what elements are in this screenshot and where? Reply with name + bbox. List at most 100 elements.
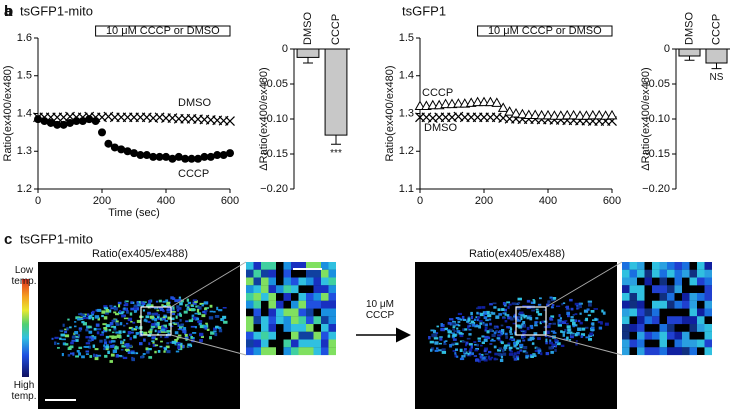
mito-pixel [532, 353, 536, 355]
mito-pixel [579, 312, 582, 315]
mito-pixel [569, 334, 574, 339]
mito-pixel [431, 347, 435, 351]
zoom-line [170, 334, 247, 356]
mito-pixel [81, 355, 85, 359]
image-label: Ratio(ex405/ex488) [469, 248, 565, 260]
y-axis-label: Ratio(ex400/ex480) [384, 65, 396, 161]
zoom-pixel [283, 285, 291, 294]
mito-pixel [574, 333, 578, 337]
mito-pixel [551, 304, 555, 307]
mito-pixel [526, 316, 531, 320]
point [59, 120, 68, 129]
zoom-pixel [321, 262, 329, 270]
mito-pixel [91, 310, 95, 314]
mito-pixel [545, 352, 550, 356]
mito-pixel [129, 337, 132, 341]
mito-pixel [565, 308, 570, 311]
mito-pixel [220, 318, 223, 322]
mito-pixel [124, 343, 129, 347]
mito-pixel [177, 342, 181, 345]
mito-pixel [456, 327, 459, 330]
mito-pixel [124, 301, 127, 304]
mito-pixel [532, 342, 535, 345]
treatment-label: 10 μM [366, 299, 394, 310]
mito-pixel [89, 355, 93, 358]
mito-pixel [491, 338, 494, 341]
mito-pixel [493, 340, 496, 342]
series-label: CCCP [422, 87, 453, 99]
point [593, 109, 605, 120]
mito-pixel [469, 348, 473, 352]
mito-pixel [576, 307, 579, 310]
mito-pixel [105, 347, 109, 351]
mito-pixel [118, 335, 122, 339]
zoom-pixel [704, 347, 712, 356]
zoom-pixel [652, 316, 660, 325]
mito-pixel [165, 299, 169, 303]
mito-pixel [120, 349, 124, 351]
mito-pixel [218, 328, 223, 333]
mito-pixel [51, 337, 54, 340]
zoom-pixel [622, 300, 630, 309]
zoom-pixel [306, 300, 314, 309]
mito-pixel [67, 347, 72, 351]
mito-pixel [165, 327, 168, 329]
mito-pixel [516, 324, 521, 328]
mito-pixel [136, 301, 139, 304]
zoom-pixel [659, 331, 667, 340]
point [206, 152, 215, 161]
zoom-pixel [629, 339, 637, 348]
mito-pixel [190, 325, 196, 328]
zoom-pixel [674, 339, 682, 348]
mito-pixel [463, 348, 467, 351]
mito-pixel [551, 343, 556, 346]
mito-pixel [486, 330, 490, 334]
point [98, 128, 106, 137]
colorbar-label: High [14, 380, 35, 391]
zoom-pixel [246, 293, 254, 301]
mito-pixel [172, 297, 176, 301]
zoom-pixel [291, 339, 299, 348]
mito-pixel [154, 350, 157, 354]
mito-pixel [154, 318, 158, 322]
mito-pixel [91, 337, 94, 340]
mito-pixel [105, 345, 110, 349]
mito-pixel [157, 330, 161, 334]
mito-pixel [139, 301, 145, 305]
mito-pixel [61, 338, 66, 341]
mito-pixel [483, 338, 488, 342]
mito-pixel [452, 338, 457, 341]
mito-pixel [179, 314, 182, 317]
mito-pixel [133, 335, 137, 339]
mito-pixel [478, 320, 483, 323]
zoom-pixel [682, 300, 690, 309]
mito-pixel [103, 307, 109, 310]
zoom-pixel [306, 339, 314, 348]
zoom-pixel [283, 339, 291, 348]
zoom-pixel [321, 316, 329, 325]
zoom-pixel [682, 269, 690, 278]
mito-pixel [493, 331, 497, 335]
point [174, 152, 183, 161]
x-tick-label: 200 [93, 195, 111, 207]
mito-pixel [452, 328, 456, 331]
y-tick-label: −0.05 [642, 78, 670, 90]
mito-pixel [209, 304, 213, 308]
zoom-pixel [652, 262, 660, 270]
mito-pixel [182, 329, 187, 334]
zoom-pixel [328, 277, 336, 286]
mito-pixel [501, 349, 505, 353]
mito-pixel [510, 317, 514, 321]
mito-pixel [474, 318, 477, 321]
mito-pixel [477, 337, 481, 340]
mito-pixel [124, 348, 130, 351]
mito-pixel [103, 338, 107, 342]
mito-pixel [473, 355, 478, 357]
mito-pixel [441, 348, 446, 352]
mito-pixel [514, 343, 519, 346]
mito-pixel [159, 345, 163, 348]
mito-pixel [57, 347, 60, 349]
mito-pixel [80, 313, 85, 316]
zoom-pixel [682, 331, 690, 340]
y-tick-label: −0.05 [260, 78, 288, 90]
